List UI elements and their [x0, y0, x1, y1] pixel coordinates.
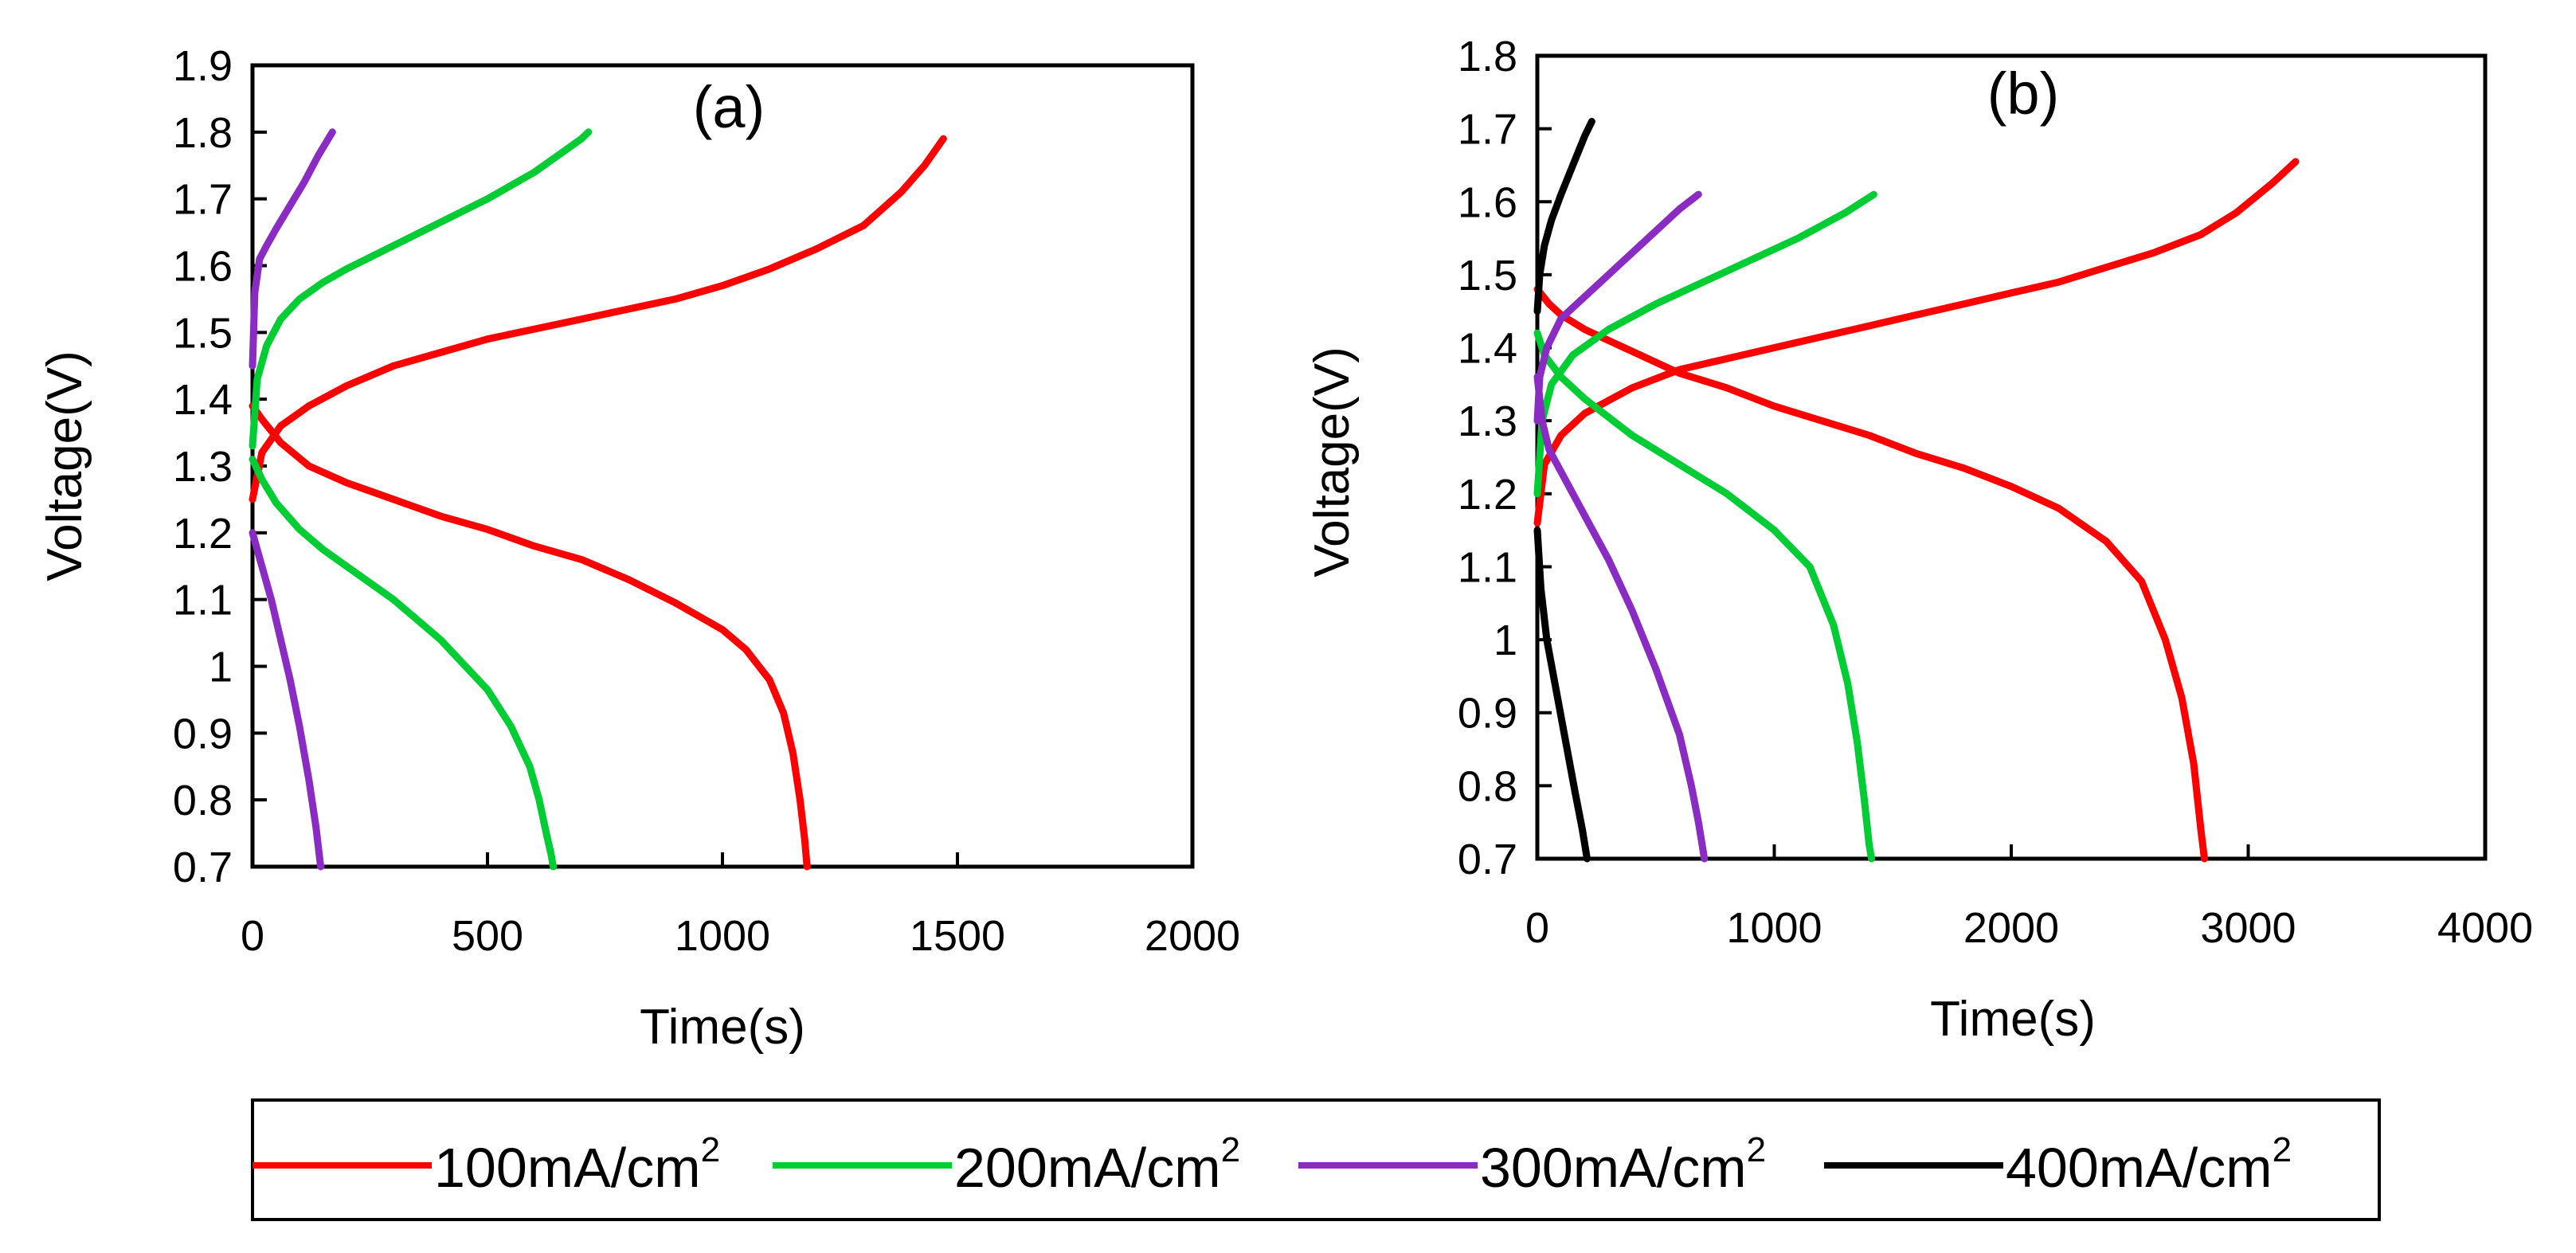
y-axis-title: Voltage(V) [1305, 347, 1360, 578]
series-line-200ma-cm2-discharge [1533, 329, 1875, 863]
series-line-300ma-cm2-charge [1533, 190, 1702, 425]
y-axis-title: Voltage(V) [37, 350, 92, 581]
legend-item: 100mA/cm2 [253, 1130, 720, 1199]
panel-label: (b) [1987, 61, 2059, 127]
y-tick-label: 1.3 [173, 443, 233, 491]
x-tick-label: 4000 [2437, 904, 2533, 952]
legend: 100mA/cm2 200mA/cm2 300mA/cm2 400mA/cm2 [251, 1098, 2381, 1221]
legend-label: 200mA/cm2 [954, 1130, 1240, 1199]
y-tick-label: 1.5 [1458, 252, 1517, 300]
series-line-200ma-cm2-charge [1533, 190, 1877, 498]
x-tick-label: 3000 [2200, 904, 2296, 952]
x-axis-title: Time(s) [1930, 992, 2096, 1047]
y-tick-label: 0.9 [1458, 690, 1517, 738]
y-tick-label: 1.2 [173, 510, 233, 558]
legend-item: 400mA/cm2 [1824, 1130, 2292, 1199]
y-tick-label: 1.2 [1458, 471, 1517, 519]
series-line-200ma-cm2-discharge [249, 456, 558, 871]
y-tick-label: 1.6 [173, 243, 233, 291]
x-tick-label: 2000 [1963, 904, 2059, 952]
x-tick-label: 1000 [1726, 904, 1822, 952]
x-tick-label: 1500 [910, 912, 1005, 960]
y-tick-label: 1.8 [1458, 33, 1517, 80]
x-tick-label: 0 [1525, 904, 1549, 952]
x-tick-label: 2000 [1145, 912, 1240, 960]
legend-frame [251, 1098, 2381, 1221]
series-line-100ma-cm2-discharge [249, 402, 811, 871]
series-line-400ma-cm2-charge [1533, 118, 1595, 315]
series-line-300ma-cm2-charge [249, 128, 336, 370]
y-tick-label: 1.3 [1458, 397, 1517, 445]
series-line-300ma-cm2-discharge [249, 529, 325, 871]
series-line-100ma-cm2-charge [249, 135, 947, 503]
y-tick-label: 1 [1494, 617, 1517, 664]
chart-panel-a: 0 500 1000 1500 2000 0.7 0.8 0.9 1 1.1 1.2 1.3 1.4 1.… [37, 42, 1240, 1055]
tick-labels: 0 1000 2000 3000 4000 0.7 0.8 0.9 1 1.1 1.2 1.3 1.4 1… [1458, 33, 2533, 952]
y-tick-label: 1.9 [173, 42, 233, 90]
x-tick-label: 0 [241, 912, 264, 960]
x-axis-title: Time(s) [640, 1000, 805, 1055]
y-tick-label: 1.4 [1458, 325, 1517, 373]
y-tick-label: 1.7 [1458, 106, 1517, 154]
legend-label: 300mA/cm2 [1480, 1130, 1766, 1199]
y-tick-label: 0.7 [173, 844, 233, 891]
y-tick-label: 0.8 [1458, 762, 1517, 810]
y-tick-label: 1.5 [173, 309, 233, 357]
y-tick-label: 1.6 [1458, 178, 1517, 226]
series-line-400ma-cm2-discharge [1533, 527, 1591, 863]
y-tick-label: 1.7 [173, 176, 233, 224]
x-tick-label: 1000 [675, 912, 770, 960]
y-tick-label: 1 [209, 644, 233, 691]
y-tick-label: 1.1 [173, 577, 233, 625]
legend-label: 100mA/cm2 [434, 1130, 720, 1199]
y-tick-label: 0.7 [1458, 836, 1517, 883]
y-tick-label: 1.8 [173, 109, 233, 157]
x-tick-label: 500 [452, 912, 523, 960]
series-lines [1533, 118, 2300, 863]
y-tick-label: 1.4 [173, 376, 233, 424]
y-tick-label: 1.1 [1458, 543, 1517, 591]
legend-label: 400mA/cm2 [2006, 1130, 2292, 1199]
y-tick-label: 0.9 [173, 710, 233, 758]
y-tick-label: 0.8 [173, 777, 233, 824]
legend-item: 200mA/cm2 [773, 1130, 1240, 1199]
chart-panel-b: 0 1000 2000 3000 4000 0.7 0.8 0.9 1 1.1 1.2 1.3 1.4 1… [1305, 33, 2533, 1047]
panel-label: (a) [693, 74, 765, 140]
series-line-300ma-cm2-discharge [1533, 373, 1709, 863]
series-line-200ma-cm2-charge [249, 128, 593, 450]
tick-labels: 0 500 1000 1500 2000 0.7 0.8 0.9 1 1.1 1.2 1.3 1.4 1.… [173, 42, 1240, 960]
series-lines [249, 128, 947, 871]
legend-item: 300mA/cm2 [1298, 1130, 1766, 1199]
